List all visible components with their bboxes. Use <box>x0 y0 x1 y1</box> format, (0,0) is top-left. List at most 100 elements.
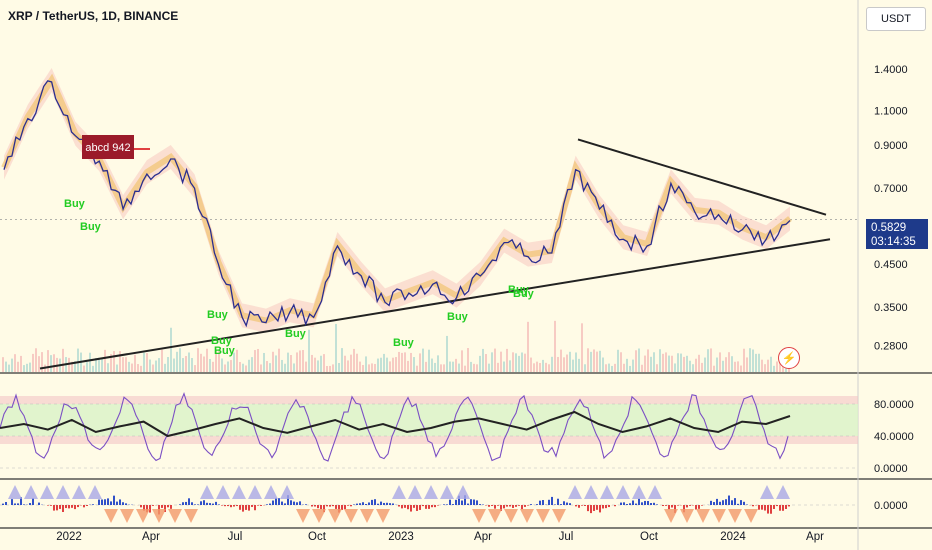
volume-bar <box>560 349 562 372</box>
hist-triangle <box>600 485 614 499</box>
volume-bar <box>392 357 394 372</box>
volume-bar <box>125 357 127 372</box>
hist-bar <box>464 495 466 505</box>
volume-bar <box>380 357 382 372</box>
volume-bar <box>440 364 442 372</box>
volume-bar <box>377 358 379 372</box>
volume-bar <box>554 320 556 372</box>
volume-bar <box>374 363 376 372</box>
volume-bar <box>764 364 766 372</box>
volume-bar <box>290 355 292 372</box>
volume-bar <box>62 348 64 372</box>
hist-bar <box>224 505 226 507</box>
hist-bar <box>608 505 610 508</box>
volume-bar <box>446 335 448 372</box>
volume-bar <box>212 361 214 372</box>
volume-bar <box>335 323 337 372</box>
hist-triangle <box>536 509 550 523</box>
volume-bar <box>509 360 511 372</box>
volume-bar <box>119 351 121 372</box>
time-tick-label: Jul <box>228 531 243 543</box>
volume-bar <box>476 364 478 372</box>
volume-bar <box>146 353 148 372</box>
hist-bar <box>695 505 697 510</box>
hist-bar <box>518 505 520 506</box>
volume-bar <box>68 357 70 372</box>
hist-triangle <box>584 485 598 499</box>
volume-bar <box>311 354 313 372</box>
hist-bar <box>734 498 736 505</box>
volume-bar <box>545 362 547 372</box>
volume-bar <box>662 353 664 372</box>
volume-bar <box>410 352 412 372</box>
lightning-icon[interactable]: ⚡ <box>778 347 800 369</box>
hist-bar <box>557 498 559 505</box>
hist-bar <box>272 500 274 505</box>
volume-bar <box>77 348 79 372</box>
hist-bar <box>515 505 517 507</box>
volume-bar <box>725 357 727 372</box>
volume-bar <box>314 357 316 372</box>
hist-bar <box>233 505 235 507</box>
hist-bar <box>56 505 58 511</box>
hist-bar <box>110 501 112 505</box>
hist-bar <box>248 505 250 511</box>
volume-bar <box>632 359 634 372</box>
hist-triangle <box>520 509 534 523</box>
hist-bar <box>770 505 772 514</box>
hist-triangle <box>312 509 326 523</box>
hist-triangle <box>456 485 470 499</box>
hist-bar <box>632 500 634 505</box>
hist-bar <box>65 505 67 509</box>
volume-bar <box>512 352 514 372</box>
volume-bar <box>593 349 595 372</box>
osc-slow-line <box>0 410 791 438</box>
currency-button[interactable]: USDT <box>866 7 926 31</box>
hist-bar <box>641 502 643 505</box>
volume-bar <box>38 356 40 372</box>
volume-bar <box>149 359 151 372</box>
volume-bar <box>695 358 697 372</box>
volume-bar <box>389 361 391 372</box>
hist-bar <box>245 505 247 510</box>
hist-bar <box>602 505 604 509</box>
hist-bar <box>221 505 223 506</box>
volume-bar <box>539 362 541 372</box>
hist-triangle <box>184 509 198 523</box>
osc-band-upper <box>0 396 858 404</box>
volume-bar <box>497 362 499 372</box>
volume-bar <box>668 355 670 372</box>
hist-triangle <box>552 509 566 523</box>
hist-bar <box>317 505 319 509</box>
hist-bar <box>725 499 727 505</box>
hist-bar <box>674 505 676 513</box>
volume-bar <box>53 354 55 372</box>
volume-bar <box>326 365 328 372</box>
volume-bar <box>671 355 673 372</box>
hist-bar <box>422 505 424 507</box>
hist-triangle <box>744 509 758 523</box>
volume-bar <box>644 355 646 372</box>
volume-bar <box>86 362 88 372</box>
volume-bar <box>128 361 130 372</box>
volume-bar <box>500 351 502 372</box>
volume-bar <box>185 356 187 372</box>
hist-triangle <box>712 509 726 523</box>
annotation-box <box>82 135 134 159</box>
price-tick-label: 0.2800 <box>874 341 908 353</box>
hist-bar <box>335 505 337 509</box>
hist-triangle <box>136 509 150 523</box>
hist-bar <box>701 505 703 506</box>
hist-bar <box>437 505 439 506</box>
hist-bar <box>389 503 391 505</box>
volume-bar <box>362 364 364 372</box>
time-tick-label: Apr <box>806 531 824 543</box>
volume-bar <box>182 358 184 372</box>
volume-bar <box>578 358 580 372</box>
hist-bar <box>413 505 415 508</box>
volume-bar <box>674 363 676 372</box>
hist-bar <box>677 505 679 506</box>
hist-bar <box>380 501 382 505</box>
hist-bar <box>326 505 328 507</box>
